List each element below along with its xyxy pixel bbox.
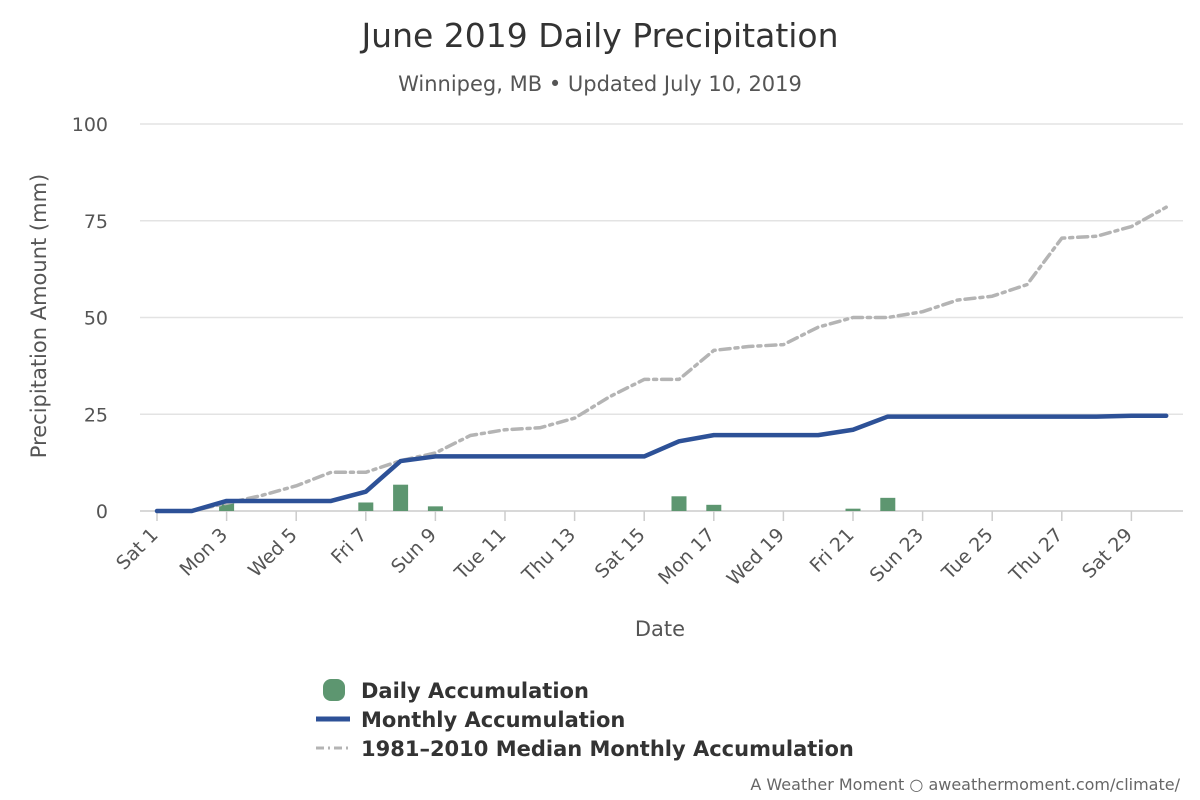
accumulation-lines xyxy=(154,205,1169,514)
median-accumulation-line[interactable] xyxy=(155,205,1168,513)
y-axis-title: Precipitation Amount (mm) xyxy=(27,174,51,458)
monthly-accumulation-line[interactable] xyxy=(154,413,1169,514)
x-tick-label: Fri 7 xyxy=(327,524,371,568)
x-tick-label: Tue 11 xyxy=(450,524,511,585)
x-tick-label: Tue 25 xyxy=(937,524,998,585)
x-tick-label: Sun 9 xyxy=(387,524,441,578)
legend-item-median-accumulation[interactable]: 1981–2010 Median Monthly Accumulation xyxy=(316,737,854,761)
x-tick-label: Mon 3 xyxy=(175,524,232,581)
x-tick-label: Wed 19 xyxy=(723,524,789,590)
y-tick-label: 100 xyxy=(72,114,108,136)
y-tick-label: 25 xyxy=(84,404,108,426)
legend-monthly-label: Monthly Accumulation xyxy=(361,708,625,732)
daily-bar[interactable] xyxy=(671,496,687,511)
legend: Daily Accumulation Monthly Accumulation … xyxy=(316,679,854,761)
daily-bar[interactable] xyxy=(706,504,722,511)
credit-text[interactable]: A Weather Moment ○ aweathermoment.com/cl… xyxy=(750,775,1180,794)
y-tick-label: 50 xyxy=(84,308,108,330)
daily-bar[interactable] xyxy=(845,508,861,511)
y-gridlines xyxy=(140,123,1183,415)
x-tick-label: Thu 13 xyxy=(517,524,580,587)
chart-subtitle: Winnipeg, MB • Updated July 10, 2019 xyxy=(398,72,802,96)
x-tick-label: Sat 1 xyxy=(112,524,162,574)
y-tick-label: 0 xyxy=(96,501,108,523)
x-tick-label: Sat 29 xyxy=(1078,524,1137,583)
x-tick-label: Sat 15 xyxy=(591,524,650,583)
daily-bar[interactable] xyxy=(427,506,443,511)
daily-bar[interactable] xyxy=(880,497,896,511)
x-tick-label: Fri 21 xyxy=(806,524,859,577)
legend-daily-marker xyxy=(323,679,345,701)
daily-bar[interactable] xyxy=(358,502,374,511)
legend-median-label: 1981–2010 Median Monthly Accumulation xyxy=(361,737,854,761)
y-axis-ticks: 0 25 50 75 100 xyxy=(72,114,108,523)
legend-item-monthly-accumulation[interactable]: Monthly Accumulation xyxy=(316,708,625,732)
daily-accumulation-bars xyxy=(219,484,896,511)
x-tick-label: Wed 5 xyxy=(244,524,302,582)
x-tick-label: Sun 23 xyxy=(866,524,928,586)
y-tick-label: 75 xyxy=(84,211,108,233)
legend-item-daily-accumulation[interactable]: Daily Accumulation xyxy=(323,679,589,703)
daily-bar[interactable] xyxy=(219,500,235,511)
x-tick-label: Mon 17 xyxy=(654,524,719,589)
daily-bar[interactable] xyxy=(393,484,409,511)
chart-title: June 2019 Daily Precipitation xyxy=(359,16,838,55)
x-axis-title: Date xyxy=(635,617,685,641)
x-axis-ticks: Sat 1 Mon 3 Wed 5 Fri 7 Sun 9 Tue 11 Thu 13 Sat… xyxy=(112,511,1137,590)
x-tick-label: Thu 27 xyxy=(1004,524,1067,587)
legend-daily-label: Daily Accumulation xyxy=(361,679,589,703)
